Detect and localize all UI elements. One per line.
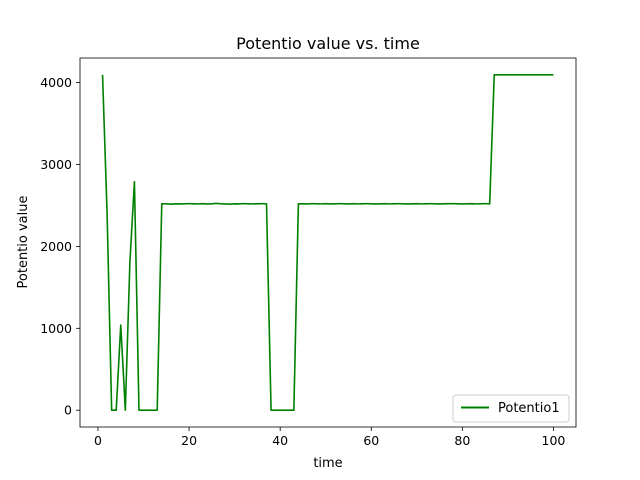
x-tick-label: 20: [181, 433, 197, 448]
y-tick-label: 3000: [40, 157, 72, 172]
x-axis-ticks: 0 20 40 60 80 100: [94, 427, 565, 448]
x-axis-label: time: [313, 456, 342, 471]
legend: Potentio1: [452, 394, 570, 423]
legend-label-potentio1: Potentio1: [498, 401, 560, 416]
y-tick-label: 2000: [40, 239, 72, 254]
chart-title: Potentio value vs. time: [236, 34, 420, 53]
legend-box: [452, 394, 570, 423]
series-line-0: [101, 73, 554, 412]
x-tick-label: 80: [454, 433, 470, 448]
y-tick-label: 4000: [40, 75, 72, 90]
x-tick-label: 60: [363, 433, 379, 448]
plot-area: [79, 57, 577, 428]
y-tick-label: 1000: [40, 321, 72, 336]
y-axis-ticks: 0 1000 2000 3000 4000: [40, 75, 80, 418]
y-axis-label: Potentio value: [16, 196, 31, 289]
plot-frame: [79, 57, 577, 428]
series-layer: [101, 73, 554, 412]
x-tick-label: 100: [542, 433, 566, 448]
x-tick-label: 0: [94, 433, 102, 448]
y-tick-label: 0: [64, 403, 72, 418]
x-tick-label: 40: [272, 433, 288, 448]
